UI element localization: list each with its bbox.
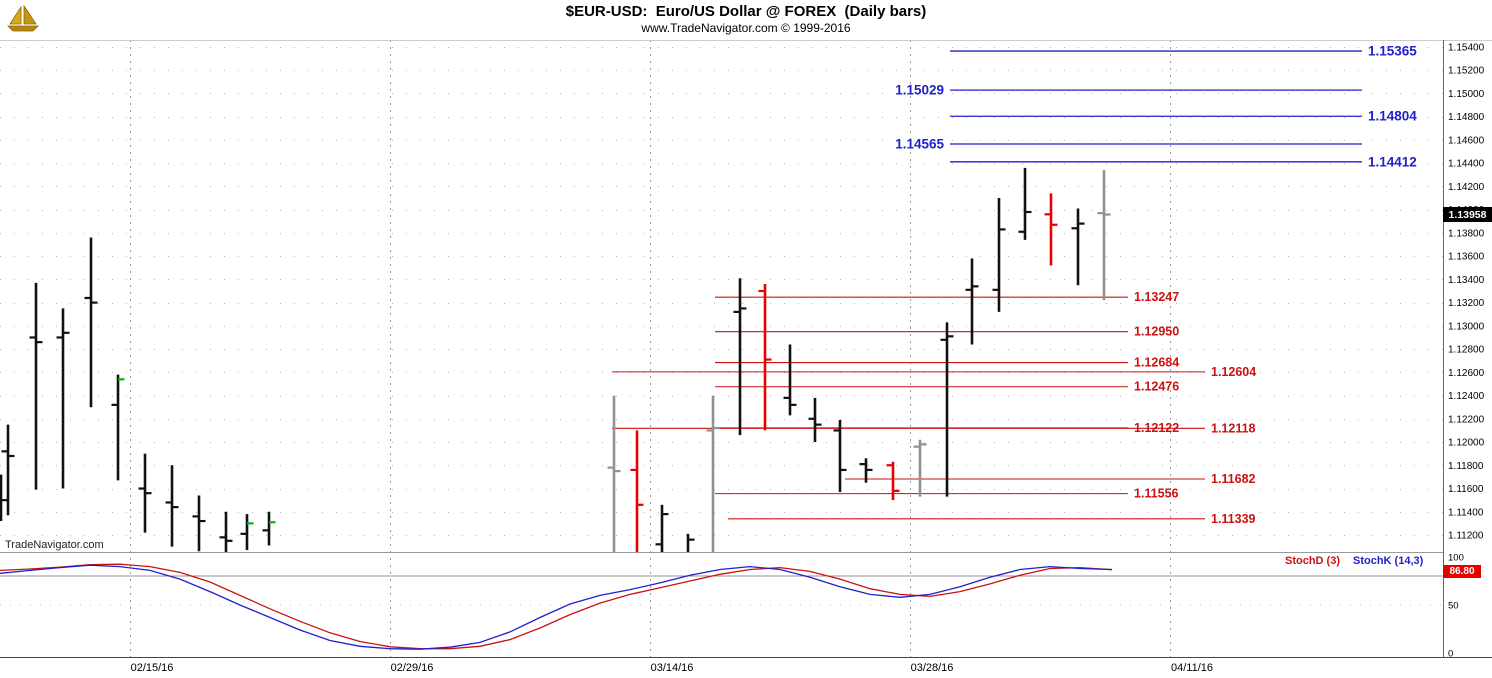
svg-text:1.13200: 1.13200 xyxy=(1448,298,1485,309)
support-label: 1.13247 xyxy=(1134,290,1179,304)
resistance-label: 1.15029 xyxy=(895,83,944,98)
date-axis-labels: 02/15/16 02/29/16 03/14/16 03/28/16 04/11/16 xyxy=(131,662,1213,674)
svg-text:1.12200: 1.12200 xyxy=(1448,414,1485,425)
svg-text:50: 50 xyxy=(1448,601,1459,612)
ohlc-bar xyxy=(833,419,847,493)
ohlc-bar xyxy=(240,514,254,551)
stoch-k-line xyxy=(0,564,1113,650)
stoch-axis-labels: 100 50 0 xyxy=(1448,553,1464,660)
stochastic-panel xyxy=(0,563,1443,650)
svg-text:1.11800: 1.11800 xyxy=(1448,461,1484,472)
ohlc-bar xyxy=(965,258,979,345)
support-levels: 1.13247 1.12950 1.12684 1.12604 1.12476 1.121… xyxy=(612,290,1256,526)
ohlc-bar xyxy=(686,533,695,552)
svg-text:0: 0 xyxy=(1448,649,1453,660)
svg-text:1.14600: 1.14600 xyxy=(1448,135,1485,146)
date-gridlines xyxy=(130,40,1171,657)
ohlc-bar xyxy=(758,284,772,431)
ohlc-bar xyxy=(992,198,1006,312)
ohlc-bar xyxy=(607,395,621,552)
support-label: 1.11682 xyxy=(1211,472,1256,486)
svg-text:100: 100 xyxy=(1448,553,1464,564)
svg-text:1.12000: 1.12000 xyxy=(1448,438,1485,449)
ohlc-bar xyxy=(219,511,233,552)
support-label: 1.12684 xyxy=(1134,356,1179,370)
stochk-legend-label: StochK (14,3) xyxy=(1353,555,1424,567)
ohlc-bar xyxy=(783,344,797,416)
support-label: 1.12118 xyxy=(1211,421,1256,435)
svg-text:1.14800: 1.14800 xyxy=(1448,112,1485,123)
resistance-label: 1.14412 xyxy=(1368,154,1417,169)
ohlc-bar xyxy=(1018,167,1032,240)
svg-text:1.12800: 1.12800 xyxy=(1448,345,1485,356)
svg-text:02/29/16: 02/29/16 xyxy=(391,662,434,674)
svg-text:02/15/16: 02/15/16 xyxy=(131,662,174,674)
ohlc-bar xyxy=(1044,193,1058,266)
ohlc-bar xyxy=(56,308,70,489)
watermark: TradeNavigator.com xyxy=(5,539,104,551)
ohlc-bar xyxy=(192,495,206,552)
ohlc-bar xyxy=(886,461,900,501)
svg-text:1.15000: 1.15000 xyxy=(1448,89,1485,100)
ohlc-bar xyxy=(138,453,152,533)
resistance-levels: 1.15365 1.15029 1.14804 1.14565 1.14412 xyxy=(895,44,1417,170)
chart-title: $EUR-USD: Euro/US Dollar @ FOREX (Daily … xyxy=(565,3,927,20)
ohlc-bars xyxy=(0,167,1111,552)
stoch-value-badge: 86.80 xyxy=(1443,565,1481,578)
svg-text:1.11400: 1.11400 xyxy=(1448,507,1484,518)
stochastic-legend: StochD (3) StochK (14,3) xyxy=(1285,555,1423,567)
ohlc-bar xyxy=(1097,170,1111,301)
chart-subtitle: www.TradeNavigator.com © 1999-2016 xyxy=(641,21,851,35)
ohlc-bar xyxy=(940,322,954,497)
svg-text:1.14200: 1.14200 xyxy=(1448,182,1485,193)
panel-borders xyxy=(0,40,1492,658)
ohlc-bar xyxy=(859,458,873,483)
ohlc-bar xyxy=(165,465,179,547)
ohlc-bar xyxy=(262,511,276,546)
ohlc-bar xyxy=(0,474,8,522)
svg-text:1.11600: 1.11600 xyxy=(1448,484,1484,495)
svg-text:1.13000: 1.13000 xyxy=(1448,321,1485,332)
ohlc-bar xyxy=(655,504,669,552)
ohlc-bar xyxy=(1071,208,1085,286)
svg-text:1.12600: 1.12600 xyxy=(1448,368,1485,379)
resistance-label: 1.15365 xyxy=(1368,44,1417,59)
resistance-label: 1.14804 xyxy=(1368,109,1417,124)
support-label: 1.11339 xyxy=(1211,512,1256,526)
svg-text:03/14/16: 03/14/16 xyxy=(651,662,694,674)
price-axis-labels: 1.15400 1.15200 1.15000 1.14800 1.14600 1.144… xyxy=(1448,43,1485,542)
stochd-legend-label: StochD (3) xyxy=(1285,555,1340,567)
support-label: 1.12950 xyxy=(1134,325,1179,339)
ohlc-bar xyxy=(706,395,720,552)
support-label: 1.12476 xyxy=(1134,380,1179,394)
ohlc-bar xyxy=(29,282,43,490)
svg-text:1.12400: 1.12400 xyxy=(1448,391,1485,402)
svg-text:1.14400: 1.14400 xyxy=(1448,159,1485,170)
svg-text:1.13600: 1.13600 xyxy=(1448,252,1485,263)
last-price-badge: 1.13958 xyxy=(1443,207,1492,222)
ohlc-bar xyxy=(84,237,98,408)
resistance-label: 1.14565 xyxy=(895,137,944,152)
svg-text:1.15400: 1.15400 xyxy=(1448,43,1485,54)
ohlc-bar xyxy=(630,430,644,552)
ohlc-bar xyxy=(733,278,747,436)
tradenavigator-logo-icon xyxy=(7,4,39,32)
svg-text:1.13400: 1.13400 xyxy=(1448,275,1485,286)
ohlc-bar xyxy=(111,374,125,481)
svg-text:03/28/16: 03/28/16 xyxy=(911,662,954,674)
svg-text:1.15200: 1.15200 xyxy=(1448,66,1485,77)
support-label: 1.12604 xyxy=(1211,365,1256,379)
support-label: 1.11556 xyxy=(1134,487,1179,501)
ohlc-bar xyxy=(913,439,927,497)
svg-text:04/11/16: 04/11/16 xyxy=(1171,662,1213,674)
svg-text:1.13800: 1.13800 xyxy=(1448,228,1485,239)
ohlc-bar xyxy=(808,397,822,443)
ohlc-bar xyxy=(1,424,15,516)
price-gridlines xyxy=(0,47,1443,536)
svg-text:1.11200: 1.11200 xyxy=(1448,531,1484,542)
stoch-d-line xyxy=(0,563,1113,650)
